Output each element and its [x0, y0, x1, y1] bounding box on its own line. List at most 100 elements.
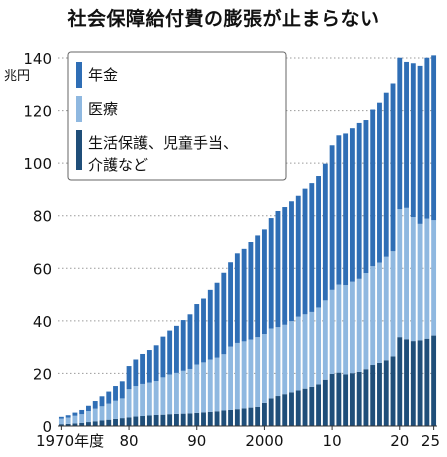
- bar-segment-series-1: [228, 346, 234, 410]
- legend-box: [67, 51, 287, 181]
- bar-segment-series-2: [417, 65, 423, 224]
- bar-segment-series-1: [113, 400, 118, 419]
- legend-label: 年金: [88, 66, 118, 84]
- legend-label: 医療: [88, 100, 118, 118]
- y-tick-label: 20: [33, 365, 52, 383]
- bar-segment-series-2: [268, 218, 274, 329]
- legend-swatch: [76, 96, 82, 122]
- bar-segment-series-1: [72, 415, 78, 424]
- y-axis-unit: 兆円: [4, 69, 30, 84]
- bar-segment-series-2: [397, 57, 403, 210]
- bar-segment-series-1: [309, 311, 315, 387]
- chart-title: 社会保障給付費の膨張が止まらない: [67, 8, 380, 30]
- bar-segment-series-2: [153, 345, 159, 382]
- bar-segment-series-2: [248, 242, 254, 340]
- bar-segment-series-1: [383, 256, 389, 361]
- bar-segment-series-0: [119, 418, 125, 426]
- bar-segment-series-0: [146, 415, 152, 426]
- bar-segment-series-1: [194, 364, 200, 413]
- bar-segment-series-2: [431, 55, 437, 221]
- bar-segment-series-0: [383, 360, 389, 426]
- bar-segment-series-1: [153, 381, 159, 415]
- x-tick-label: 1970年度: [36, 432, 104, 450]
- bar-segment-series-2: [424, 57, 430, 219]
- bar-segment-series-1: [167, 374, 173, 415]
- bar-segment-series-1: [99, 406, 105, 421]
- bar-segment-series-2: [255, 235, 261, 338]
- bar-segment-series-0: [234, 409, 240, 426]
- bar-segment-series-0: [322, 379, 328, 426]
- bar-segment-series-0: [133, 416, 139, 426]
- x-tick-label: 20: [390, 432, 409, 450]
- bar-segment-series-0: [65, 423, 71, 426]
- bar-segment-series-1: [255, 337, 261, 407]
- bar-segment-series-0: [302, 388, 308, 426]
- bar-segment-series-2: [86, 405, 91, 412]
- bar-segment-series-1: [370, 266, 376, 366]
- bar-segment-series-0: [248, 407, 254, 426]
- bar-segment-series-2: [194, 304, 200, 365]
- bar-segment-series-0: [86, 422, 91, 426]
- bar-segment-series-2: [72, 412, 78, 416]
- bar-segment-series-1: [343, 285, 349, 375]
- bar-segment-series-1: [275, 327, 281, 397]
- bar-segment-series-2: [79, 409, 85, 415]
- bar-segment-series-1: [349, 281, 355, 374]
- y-axis: 0 20 40 60 80 100 120 140: [23, 50, 52, 436]
- bar-segment-series-0: [282, 394, 288, 426]
- bar-segment-series-1: [92, 408, 98, 422]
- bar-segment-series-2: [383, 92, 389, 257]
- bar-segment-series-0: [241, 408, 247, 426]
- bar-segment-series-0: [221, 410, 227, 426]
- bar-segment-series-2: [410, 63, 416, 218]
- x-tick-label: 2000: [245, 432, 283, 450]
- bar-segment-series-0: [417, 340, 423, 426]
- bar-segment-series-1: [241, 341, 247, 409]
- bar-segment-series-2: [234, 253, 240, 343]
- x-tick-label: 10: [323, 432, 342, 450]
- bar-segment-series-0: [390, 356, 396, 426]
- bar-segment-series-2: [261, 229, 267, 334]
- bar-segment-series-1: [180, 370, 186, 414]
- bar-segment-series-0: [410, 341, 416, 426]
- bar-segment-series-0: [79, 422, 85, 426]
- x-tick-label: 80: [120, 432, 139, 450]
- bar-segment-series-0: [180, 413, 186, 426]
- bar-segment-series-2: [228, 262, 234, 347]
- bar-segment-series-0: [404, 339, 409, 426]
- bar-segment-series-0: [363, 369, 369, 426]
- bar-segment-series-2: [390, 83, 396, 252]
- bar-segment-series-1: [174, 372, 179, 414]
- bar-segment-series-1: [410, 217, 416, 342]
- bar-segment-series-2: [343, 133, 349, 286]
- y-tick-label: 120: [23, 103, 52, 121]
- y-tick-label: 0: [42, 418, 52, 436]
- bar-segment-series-0: [268, 398, 274, 426]
- bar-segment-series-2: [316, 176, 321, 308]
- bar-segment-series-1: [261, 334, 267, 403]
- bar-segment-series-0: [72, 423, 78, 426]
- bar-segment-series-2: [221, 272, 227, 355]
- bar-segment-series-2: [106, 391, 112, 404]
- bar-segment-series-1: [356, 278, 362, 372]
- bar-segment-series-1: [187, 368, 193, 414]
- bar-segment-series-0: [99, 420, 105, 426]
- bar-segment-series-0: [92, 421, 98, 426]
- bar-segment-series-2: [370, 109, 376, 267]
- bar-segment-series-1: [377, 262, 382, 363]
- bar-segment-series-1: [289, 321, 294, 393]
- x-tick-label: 25: [421, 432, 440, 450]
- bar-segment-series-2: [336, 135, 342, 285]
- bar-segment-series-2: [167, 330, 173, 375]
- bar-segment-series-2: [180, 320, 186, 371]
- bar-segment-series-2: [329, 145, 335, 290]
- bar-segment-series-1: [86, 411, 91, 423]
- bar-segment-series-0: [106, 419, 112, 426]
- bar-segment-series-1: [133, 386, 139, 417]
- bar-segment-series-1: [316, 307, 321, 385]
- bar-segment-series-0: [153, 414, 159, 426]
- bar-segment-series-0: [309, 386, 315, 426]
- bar-segment-series-2: [309, 183, 315, 312]
- bar-segment-series-1: [106, 403, 112, 420]
